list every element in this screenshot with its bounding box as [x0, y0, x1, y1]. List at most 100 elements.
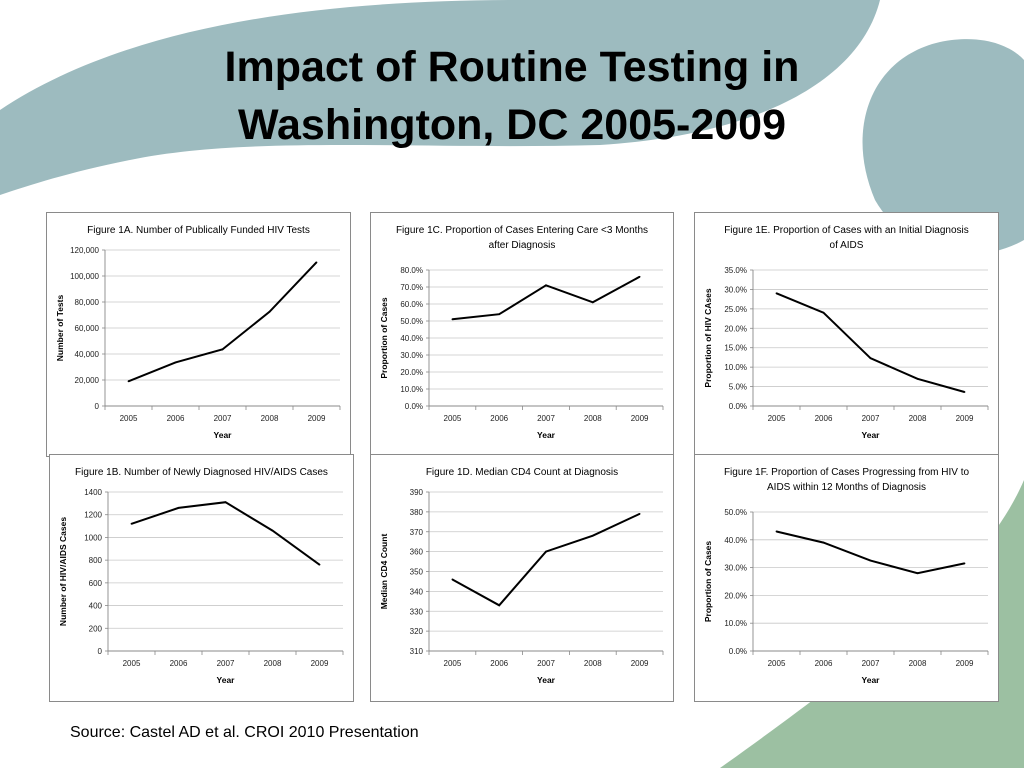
x-axis-label: Year — [214, 430, 233, 440]
y-tick-label: 310 — [410, 647, 424, 656]
y-tick-label: 0 — [95, 402, 100, 411]
y-tick-label: 100,000 — [70, 272, 99, 281]
data-point — [315, 261, 318, 264]
y-tick-label: 40,000 — [75, 350, 100, 359]
y-tick-label: 25.0% — [724, 305, 747, 314]
x-tick-label: 2005 — [768, 659, 786, 668]
chart-title-line: Figure 1B. Number of Newly Diagnosed HIV… — [75, 467, 328, 478]
chart-title-line: after Diagnosis — [489, 240, 556, 251]
y-tick-label: 360 — [410, 548, 424, 557]
y-tick-label: 10.0% — [724, 619, 747, 628]
x-tick-label: 2007 — [214, 414, 232, 423]
chart-svg: Figure 1C. Proportion of Cases Entering … — [379, 225, 664, 440]
series-line — [452, 275, 641, 321]
data-point — [177, 507, 180, 509]
x-tick-label: 2005 — [768, 414, 786, 423]
y-axis-label: Proportion of Cases — [703, 541, 713, 623]
data-point — [174, 361, 177, 364]
data-point — [963, 562, 966, 565]
x-tick-label: 2009 — [956, 414, 974, 423]
x-tick-label: 2008 — [584, 659, 602, 668]
chart-title-line: Figure 1F. Proportion of Cases Progressi… — [724, 467, 970, 478]
y-tick-label: 320 — [410, 627, 424, 636]
y-tick-label: 10.0% — [724, 363, 747, 372]
x-tick-label: 2006 — [490, 414, 508, 423]
chart-title-line: Figure 1C. Proportion of Cases Entering … — [396, 225, 648, 236]
data-point — [775, 292, 778, 295]
x-tick-label: 2009 — [956, 659, 974, 668]
data-point — [545, 284, 547, 287]
chart-svg: Figure 1B. Number of Newly Diagnosed HIV… — [58, 467, 344, 685]
x-axis-label: Year — [537, 430, 556, 440]
y-tick-label: 0 — [98, 647, 103, 656]
x-tick-label: 2007 — [537, 659, 555, 668]
x-tick-label: 2006 — [815, 659, 833, 668]
y-tick-label: 1000 — [84, 533, 102, 542]
data-point — [916, 572, 919, 575]
y-axis-label: Number of Tests — [55, 295, 65, 362]
right-teal-blob — [862, 39, 1024, 255]
y-tick-label: 20,000 — [75, 376, 100, 385]
y-tick-label: 1200 — [84, 511, 102, 520]
y-tick-label: 0.0% — [729, 647, 747, 656]
x-tick-label: 2006 — [170, 659, 188, 668]
x-tick-label: 2008 — [584, 414, 602, 423]
y-tick-label: 20.0% — [724, 324, 747, 333]
data-point — [318, 563, 321, 566]
x-tick-label: 2007 — [862, 414, 880, 423]
x-tick-label: 2007 — [217, 659, 235, 668]
source-note: Source: Castel AD et al. CROI 2010 Prese… — [70, 724, 419, 741]
x-axis-label: Year — [862, 430, 881, 440]
x-tick-label: 2006 — [167, 414, 185, 423]
x-axis-label: Year — [862, 675, 881, 685]
chart-title-line: Figure 1A. Number of Publically Funded H… — [87, 225, 310, 236]
y-tick-label: 350 — [410, 568, 424, 577]
chart-title-line: Figure 1D. Median CD4 Count at Diagnosis — [426, 467, 618, 478]
x-tick-label: 2008 — [261, 414, 279, 423]
x-tick-label: 2008 — [909, 414, 927, 423]
x-axis-label: Year — [537, 675, 556, 685]
chart-title-line: AIDS within 12 Months of Diagnosis — [767, 482, 926, 493]
y-tick-label: 10.0% — [400, 385, 423, 394]
x-tick-label: 2009 — [631, 659, 649, 668]
y-tick-label: 20.0% — [400, 368, 423, 377]
x-tick-label: 2009 — [631, 414, 649, 423]
data-point — [591, 301, 594, 304]
top-teal-swoosh — [0, 0, 880, 195]
y-tick-label: 80.0% — [400, 266, 423, 275]
y-tick-label: 120,000 — [70, 246, 99, 255]
y-tick-label: 50.0% — [400, 317, 423, 326]
chart-title-line: of AIDS — [830, 240, 864, 251]
chart-title: Figure 1D. Median CD4 Count at Diagnosis — [426, 467, 618, 478]
series-line — [128, 261, 318, 383]
x-tick-label: 2006 — [490, 659, 508, 668]
chart-panel-1e: Figure 1E. Proportion of Cases with an I… — [694, 212, 999, 457]
series-line — [776, 530, 965, 575]
series-line — [776, 292, 965, 393]
y-tick-label: 50.0% — [724, 508, 747, 517]
x-tick-label: 2009 — [311, 659, 329, 668]
data-point — [221, 348, 224, 351]
chart-svg: Figure 1E. Proportion of Cases with an I… — [703, 225, 989, 440]
data-point — [127, 380, 130, 383]
x-tick-label: 2008 — [909, 659, 927, 668]
y-axis-label: Median CD4 Count — [379, 534, 389, 610]
y-tick-label: 70.0% — [400, 283, 423, 292]
slide-title-line-2: Washington, DC 2005-2009 — [238, 101, 786, 149]
data-point — [775, 530, 778, 533]
y-tick-label: 0.0% — [405, 402, 423, 411]
data-point — [451, 318, 454, 321]
y-tick-label: 40.0% — [724, 536, 747, 545]
chart-panel-1d: Figure 1D. Median CD4 Count at Diagnosis… — [370, 454, 674, 702]
data-point — [498, 313, 501, 316]
y-tick-label: 200 — [89, 624, 103, 633]
data-point — [869, 357, 872, 360]
data-point — [638, 275, 641, 278]
y-tick-label: 30.0% — [724, 285, 747, 294]
chart-panel-1b: Figure 1B. Number of Newly Diagnosed HIV… — [49, 454, 354, 702]
y-axis-label: Number of HIV/AIDS Cases — [58, 517, 68, 626]
slide-title: Impact of Routine Testing in Washington,… — [112, 38, 912, 154]
data-point — [963, 391, 966, 393]
y-tick-label: 600 — [89, 579, 103, 588]
y-tick-label: 330 — [410, 607, 424, 616]
